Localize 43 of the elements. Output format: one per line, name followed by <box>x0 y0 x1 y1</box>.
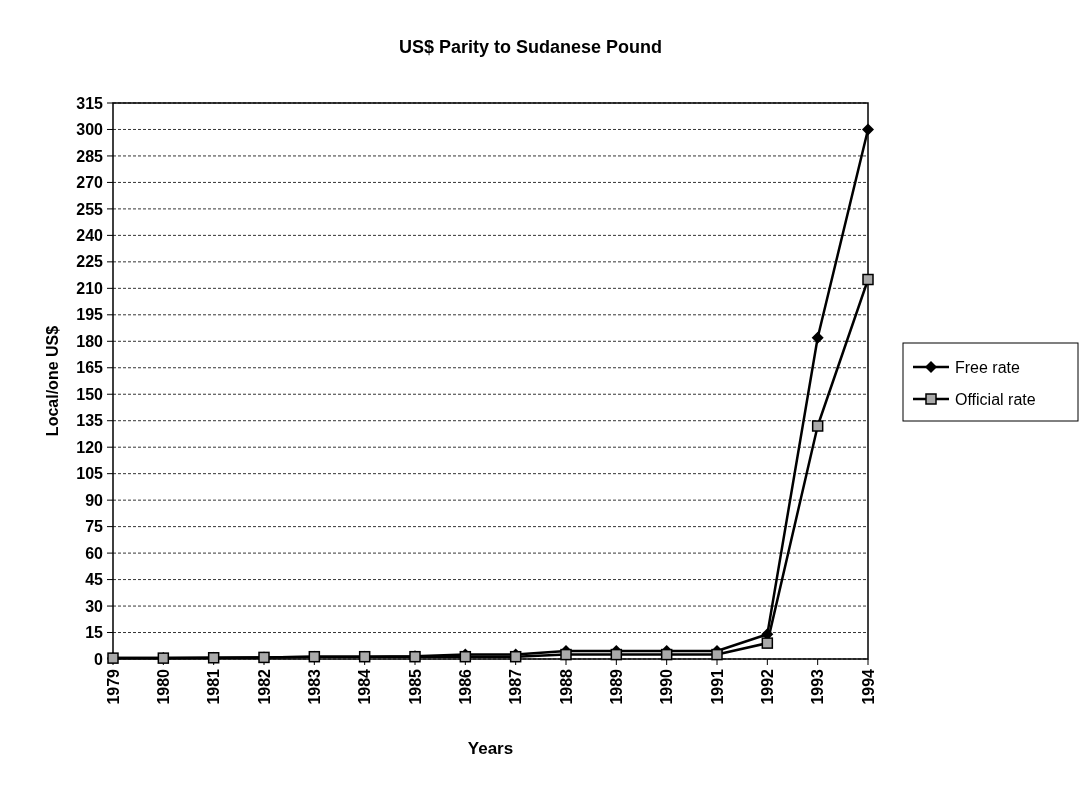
x-tick-label: 1980 <box>154 668 172 705</box>
y-tick-label: 285 <box>76 147 104 165</box>
y-tick-label: 135 <box>76 412 104 430</box>
x-tick-label: 1993 <box>809 668 827 705</box>
x-tick-label: 1990 <box>658 668 676 705</box>
x-tick-label: 1983 <box>305 668 323 705</box>
y-tick-label: 75 <box>85 518 104 536</box>
y-tick-label: 165 <box>76 359 104 377</box>
y-tick-label: 180 <box>76 332 104 350</box>
y-tick-label: 210 <box>76 279 104 297</box>
y-tick-label: 105 <box>76 465 104 483</box>
x-tick-label: 1982 <box>255 668 273 705</box>
legend-label: Official rate <box>955 390 1036 408</box>
chart-title: US$ Parity to Sudanese Pound <box>398 37 663 57</box>
y-tick-label: 120 <box>76 438 104 456</box>
x-tick-label: 1985 <box>406 668 424 705</box>
y-tick-label: 45 <box>85 571 104 589</box>
y-tick-label: 60 <box>85 544 104 562</box>
x-tick-label: 1986 <box>456 668 474 705</box>
y-tick-label: 15 <box>85 624 104 642</box>
y-tick-label: 30 <box>85 597 104 615</box>
x-tick-label: 1979 <box>104 668 122 705</box>
y-tick-label: 225 <box>76 253 104 271</box>
x-tick-label: 1994 <box>859 668 877 705</box>
y-tick-label: 315 <box>76 94 104 112</box>
y-tick-label: 90 <box>85 491 104 509</box>
legend-label: Free rate <box>955 358 1021 376</box>
y-tick-label: 255 <box>76 200 104 218</box>
x-tick-label: 1991 <box>708 668 726 705</box>
y-tick-label: 0 <box>94 650 104 668</box>
y-tick-label: 150 <box>76 385 104 403</box>
y-tick-label: 300 <box>76 121 104 139</box>
y-axis-title: Local/one US$ <box>44 325 61 437</box>
x-tick-label: 1988 <box>557 668 575 705</box>
y-tick-label: 270 <box>76 174 104 192</box>
x-tick-label: 1992 <box>758 668 776 705</box>
x-tick-label: 1981 <box>205 668 223 705</box>
y-tick-label: 240 <box>76 226 104 244</box>
x-tick-label: 1989 <box>607 668 625 705</box>
x-axis-title: Years <box>467 739 514 758</box>
x-tick-label: 1987 <box>507 668 525 705</box>
y-tick-label: 195 <box>76 306 104 324</box>
x-tick-label: 1984 <box>356 668 374 705</box>
